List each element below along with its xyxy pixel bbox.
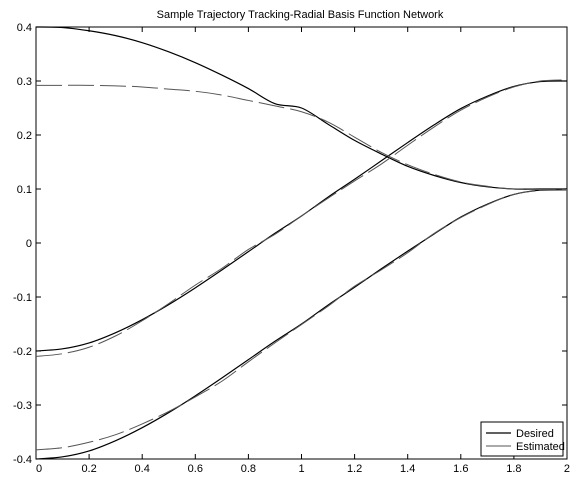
x-tick-label: 1 (298, 463, 304, 475)
y-tick-label: -0.2 (13, 346, 32, 358)
legend-box (480, 421, 564, 457)
plot-area (35, 26, 568, 460)
estimated-series-line (36, 84, 568, 191)
y-tick-label: 0.1 (17, 184, 32, 196)
x-tick-label: 2 (564, 463, 570, 475)
desired-series-line (35, 26, 567, 190)
y-tick-label: -0.1 (13, 292, 32, 304)
y-tick-label: -0.3 (13, 400, 32, 412)
y-tick-label: 0.4 (17, 22, 32, 34)
legend-label-desired: Desired (516, 428, 554, 440)
x-tick-label: 0.4 (135, 463, 150, 475)
y-tick-label: 0.2 (17, 130, 32, 142)
legend-label-estimated: Estimated (516, 441, 565, 453)
estimated-series-line (35, 189, 568, 451)
x-tick-label: 0.2 (81, 463, 96, 475)
estimated-series-line (35, 79, 568, 357)
y-tick-label: 0.3 (17, 76, 32, 88)
x-tick-label: 0.8 (241, 463, 256, 475)
x-tick-label: 1.2 (347, 463, 362, 475)
chart-title: Sample Trajectory Tracking-Radial Basis … (157, 9, 444, 21)
x-tick-label: 0.6 (188, 463, 203, 475)
legend: Desired Estimated (480, 421, 565, 457)
x-tick-label: 0 (36, 463, 42, 475)
x-tick-label: 1.4 (400, 463, 415, 475)
x-tick-label: 1.8 (506, 463, 521, 475)
y-tick-label: 0 (26, 238, 32, 250)
axis-ticks: 0 0.2 0.4 0.6 0.8 1 1.2 1.4 1.6 1.8 2 0.4 0.3 0.2 0.1 0… (13, 22, 570, 475)
x-tick-label: 1.6 (453, 463, 468, 475)
y-tick-label: -0.4 (13, 454, 32, 466)
data-curves (35, 26, 568, 460)
